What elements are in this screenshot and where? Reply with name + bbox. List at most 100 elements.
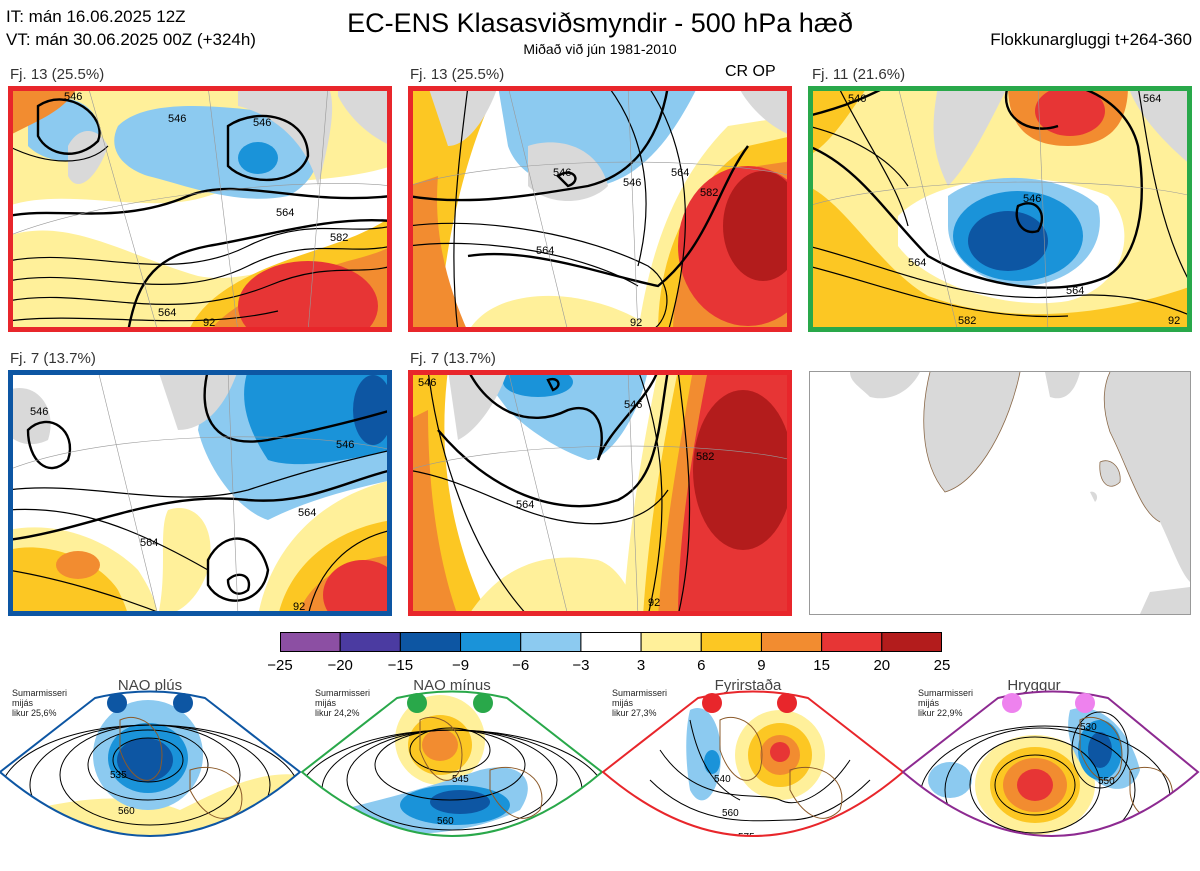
regime-title-nao-minus: NAO mínus — [413, 677, 491, 694]
colorbar-cell — [279, 631, 341, 653]
contour-label: 546 — [336, 439, 354, 451]
colorbar-tick-label: −15 — [387, 657, 414, 674]
regime-fan-border-nao-plus — [0, 690, 302, 837]
regime-dot-nao-minus-left — [407, 693, 427, 713]
colorbar-tick-label: 15 — [813, 657, 830, 674]
regime-note-nao-minus: Sumarmisseri mijás likur 24,2% — [315, 688, 371, 718]
contour-label: 560 — [437, 816, 454, 827]
colorbar-cell — [640, 631, 702, 653]
contour-label: 564 — [671, 167, 689, 179]
regime-note-ridge: Sumarmisseri mijás likur 22,9% — [918, 688, 974, 718]
regime-title-ridge: Hryggur — [1007, 677, 1061, 694]
regime-note-blocking: Sumarmisseri mijás likur 27,3% — [612, 688, 668, 718]
colorbar-cell — [460, 631, 522, 653]
contour-label: 564 — [536, 245, 554, 257]
header-times: IT: mán 16.06.2025 12Z VT: mán 30.06.202… — [6, 5, 256, 51]
panel-4-label: Fj. 7 (13.7%) — [10, 350, 96, 367]
page-title: EC-ENS Klasasviðsmyndir - 500 hPa hæð — [347, 8, 853, 38]
contour-label: 92 — [293, 601, 305, 613]
classification-window: Flokkunargluggi t+264-360 — [990, 30, 1192, 49]
cluster-map-5: 546 546 564 582 92 — [408, 370, 792, 616]
contour-label: 546 — [64, 91, 82, 103]
colorbar-tick-label: −3 — [572, 657, 590, 674]
contour-label: 530 — [1080, 722, 1097, 733]
contour-label: 564 — [298, 507, 316, 519]
regime-title-nao-plus: NAO plús — [117, 677, 183, 694]
contour-label: 546 — [253, 117, 271, 129]
colorbar — [279, 631, 943, 653]
colorbar-tick-label: −9 — [451, 657, 470, 674]
init-time: IT: mán 16.06.2025 12Z — [6, 7, 186, 26]
colorbar-cell — [520, 631, 582, 653]
panel-3-label: Fj. 11 (21.6%) — [812, 66, 906, 83]
colorbar-cell — [700, 631, 762, 653]
contour-label: 575 — [446, 848, 463, 859]
contour-label: 564 — [140, 537, 158, 549]
contour-label: 582 — [330, 232, 348, 244]
colorbar-tick-label: 3 — [636, 657, 646, 674]
colorbar-tick-label: 6 — [697, 657, 706, 674]
regime-dot-nao-plus-right — [173, 693, 193, 713]
contour-label: 545 — [452, 774, 469, 785]
contour-label: 546 — [553, 167, 571, 179]
page-subtitle: Miðað við jún 1981-2010 — [523, 41, 677, 57]
regime-dot-ridge-left — [1002, 693, 1022, 713]
regime-dot-nao-minus-right — [473, 693, 493, 713]
contour-label: 92 — [203, 317, 215, 329]
contour-label: 564 — [1143, 93, 1161, 105]
colorbar-tick-label: −20 — [327, 657, 353, 674]
colorbar-cell — [881, 631, 943, 653]
contour-label: 546 — [623, 177, 641, 189]
regime-dot-ridge-right — [1075, 693, 1095, 713]
regime-map-ridge: 530 550 575 — [903, 691, 1198, 849]
colorbar-cell — [760, 631, 823, 653]
regime-dot-blocking-left — [702, 693, 722, 713]
colorbar-tick-label: −6 — [512, 657, 530, 674]
contour-label: 535 — [110, 770, 127, 781]
colorbar-cell — [580, 631, 642, 653]
regime-fan-border-nao-minus — [300, 690, 604, 837]
cluster-map-3: 546 564 564 546 564 582 92 — [808, 86, 1192, 332]
regime-map-nao-plus: 535 560 — [0, 691, 300, 836]
contour-label: 546 — [848, 93, 866, 105]
contour-label: 540 — [714, 774, 731, 785]
contour-label: 92 — [1168, 315, 1180, 327]
control-oper-label: CR OP — [725, 63, 776, 80]
contour-label: 546 — [418, 377, 436, 389]
colorbar-cell — [399, 631, 462, 653]
contour-label: 550 — [1098, 776, 1115, 787]
colorbar-svg — [279, 631, 943, 653]
contour-label: 575 — [738, 832, 755, 843]
contour-label: 564 — [516, 499, 534, 511]
panel-1-label: Fj. 13 (25.5%) — [10, 66, 105, 83]
contour-label: 564 — [276, 207, 294, 219]
contour-label: 564 — [908, 257, 926, 269]
contour-label: 92 — [648, 597, 660, 609]
contour-label: 546 — [168, 113, 186, 125]
contour-label: 582 — [696, 451, 714, 463]
panel-2-label: Fj. 13 (25.5%) — [410, 66, 505, 83]
colorbar-tick-label: 25 — [933, 657, 951, 674]
empty-map-panel — [809, 371, 1191, 615]
contour-label: 546 — [624, 399, 642, 411]
valid-time: VT: mán 30.06.2025 00Z (+324h) — [6, 30, 256, 49]
regime-maps: 535 560 545 560 575 — [0, 690, 1200, 859]
contour-label: 564 — [1066, 285, 1084, 297]
cluster-map-1: 546 546 546 564 582 564 92 — [8, 86, 392, 332]
contour-label: 92 — [630, 317, 642, 329]
cluster-map-4: 546 546 564 564 92 — [8, 370, 392, 616]
contour-label: 575 — [1092, 838, 1109, 849]
panel-5-label: Fj. 7 (13.7%) — [410, 350, 496, 367]
regime-dot-blocking-right — [777, 693, 797, 713]
colorbar-cell — [339, 631, 401, 653]
regime-map-blocking: 540 560 575 — [603, 691, 903, 843]
contour-label: 564 — [158, 307, 176, 319]
regime-note-nao-plus: Sumarmisseri mijás likur 25,6% — [12, 688, 68, 718]
contour-label: 582 — [700, 187, 718, 199]
contour-label: 560 — [722, 808, 739, 819]
colorbar-tick-label: 9 — [757, 657, 766, 674]
colorbar-tick-label: 20 — [873, 657, 891, 674]
contour-label: 546 — [1023, 193, 1041, 205]
regime-fan-border-ridge — [901, 690, 1200, 837]
contour-label: 560 — [118, 806, 135, 817]
